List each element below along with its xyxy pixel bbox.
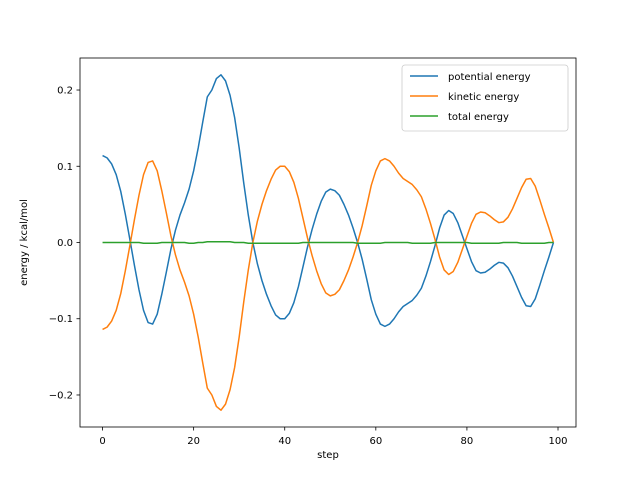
x-tick-label: 100 (548, 436, 567, 447)
y-axis: −0.2 −0.1 0.0 0.1 0.2 (49, 86, 80, 401)
series-line-1 (102, 74, 555, 328)
series-line-2 (102, 157, 555, 411)
x-axis-title: step (317, 450, 339, 461)
y-tick-label: 0.0 (57, 238, 73, 249)
legend-label: kinetic energy (448, 92, 519, 103)
series-line-3 (102, 240, 554, 245)
x-tick-label: 40 (278, 436, 291, 447)
y-tick-label: 0.1 (57, 162, 73, 173)
legend-label: total energy (448, 112, 509, 123)
series-layer (102, 74, 555, 411)
x-tick-label: 20 (187, 436, 200, 447)
x-tick-label: 80 (461, 436, 474, 447)
legend-label: potential energy (448, 72, 531, 83)
y-tick-label: −0.1 (49, 314, 73, 325)
y-tick-label: −0.2 (49, 390, 73, 401)
legend: potential energy kinetic energy total ener… (401, 64, 569, 132)
x-axis: 0 20 40 60 80 100 (99, 427, 568, 447)
y-axis-title: energy / kcal/mol (19, 199, 30, 286)
legend-box (401, 64, 569, 132)
x-tick-label: 60 (369, 436, 382, 447)
y-tick-label: 0.2 (57, 86, 73, 97)
x-tick-label: 0 (99, 436, 105, 447)
